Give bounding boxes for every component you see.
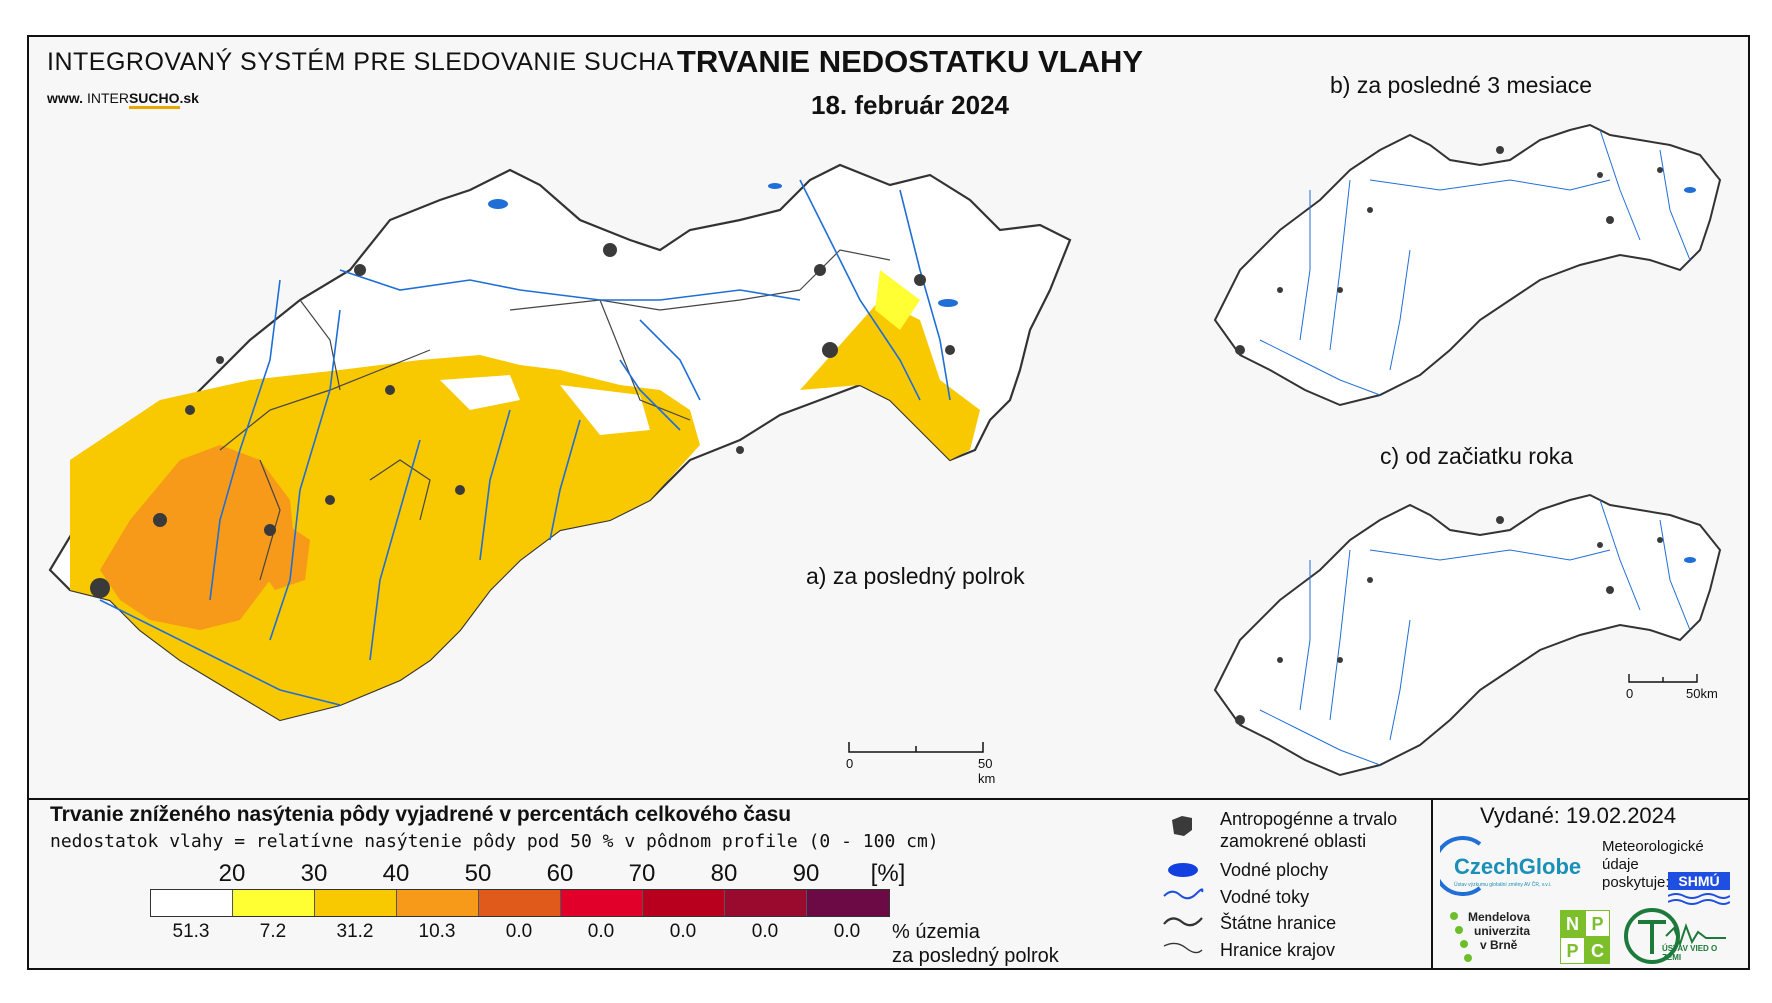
legend-share-value: 0.0 [505, 921, 533, 942]
legend-class-4 [479, 890, 561, 916]
legend-share-value: 7.2 [259, 921, 287, 942]
map-c-label: c) od začiatku roka [1380, 443, 1574, 469]
scale-bar-main: 0 50 km [846, 742, 995, 786]
legend-class-5 [561, 890, 643, 916]
nppc-letter: C [1585, 937, 1610, 964]
region-border-icon [1163, 942, 1203, 954]
system-title: INTEGROVANÝ SYSTÉM PRE SLEDOVANIE SUCHA [47, 48, 675, 76]
page-date: 18. február 2024 [810, 90, 1009, 120]
legend-tick: 20 [218, 860, 246, 887]
legend-share-value: 31.2 [336, 921, 374, 942]
legend-class-7 [725, 890, 807, 916]
legend-tick: 70 [628, 860, 656, 887]
water-body-icon [1168, 863, 1198, 877]
credits-divider [1431, 798, 1433, 970]
legend-share-value: 0.0 [751, 921, 779, 942]
legend-class-0 [151, 890, 233, 916]
legend-tick: 80 [710, 860, 738, 887]
legend-tick: 60 [546, 860, 574, 887]
legend-region-border: Hranice krajov [1220, 940, 1336, 960]
rivers [99, 179, 951, 706]
river-icon [1163, 888, 1204, 900]
share-label: % územia za posledný polrok [892, 921, 1059, 967]
legend-share-value: 0.0 [669, 921, 697, 942]
legend-class-8 [807, 890, 889, 916]
ustav-logo: ÚSTAV VIED O ZEMI [1622, 906, 1730, 966]
issued-date: Vydané: 19.02.2024 [1480, 803, 1677, 828]
drought-yellow-zone [70, 355, 700, 720]
legend-divider [27, 798, 1750, 800]
map-a-label: a) za posledný polrok [806, 563, 1025, 589]
state-border-icon [1163, 917, 1203, 927]
meteo-credit: Meteorologické údaje poskytuje: [1602, 838, 1704, 891]
legend-class-3 [397, 890, 479, 916]
drought-light-yellow-east [875, 270, 920, 330]
scale-bar-small: 0 50km [1626, 674, 1738, 710]
legend-share-value: 0.0 [587, 921, 615, 942]
white-patch-1 [440, 375, 520, 410]
legend-tick: [%] [870, 860, 906, 887]
legend-class-2 [315, 890, 397, 916]
legend-share-value: 0.0 [833, 921, 861, 942]
map-b-label: b) za posledné 3 mesiace [1330, 72, 1593, 98]
legend-class-6 [643, 890, 725, 916]
legend-share-value: 10.3 [418, 921, 456, 942]
drought-orange-small [240, 520, 310, 590]
mendel-logo: Mendelova univerzita v Brně [1446, 908, 1556, 966]
legend-color-bar [150, 889, 890, 917]
legend-urban: Antropogénne a trvalo zamokrené oblasti [1220, 809, 1398, 851]
legend-water-bodies: Vodné plochy [1220, 860, 1329, 880]
legend-tick: 40 [382, 860, 410, 887]
urban-areas [90, 243, 955, 598]
website-link[interactable]: www. INTERSUCHO.sk [47, 90, 199, 109]
drought-yellow-east [800, 300, 980, 460]
map-c [1213, 493, 1722, 777]
legend-title: Trvanie zníženého nasýtenia pôdy vyjadre… [50, 803, 792, 826]
main-map [48, 163, 1072, 722]
nppc-letter: N [1560, 910, 1585, 937]
shmu-logo: SHMÚ [1668, 866, 1730, 906]
legend-share-value: 51.3 [172, 921, 210, 942]
urban-symbol-icon [1172, 816, 1192, 836]
legend-tick: 30 [300, 860, 328, 887]
map-b [1213, 123, 1722, 407]
drought-orange-zone [100, 445, 295, 630]
legend-tick: 90 [792, 860, 820, 887]
legend-subtitle: nedostatok vlahy = relatívne nasýtenie p… [50, 831, 939, 852]
legend-state-border: Štátne hranice [1220, 913, 1337, 933]
nppc-letter: P [1560, 937, 1585, 964]
page-title: TRVANIE NEDOSTATKU VLAHY [676, 44, 1144, 79]
nppc-letter: P [1585, 910, 1610, 937]
czechglobe-logo: CzechGlobe Ústav výzkumu globální změny … [1440, 836, 1600, 906]
legend-rivers: Vodné toky [1220, 887, 1310, 907]
water-bodies [488, 183, 958, 307]
legend-class-1 [233, 890, 315, 916]
legend-tick: 50 [464, 860, 492, 887]
white-patch-2 [560, 385, 650, 435]
